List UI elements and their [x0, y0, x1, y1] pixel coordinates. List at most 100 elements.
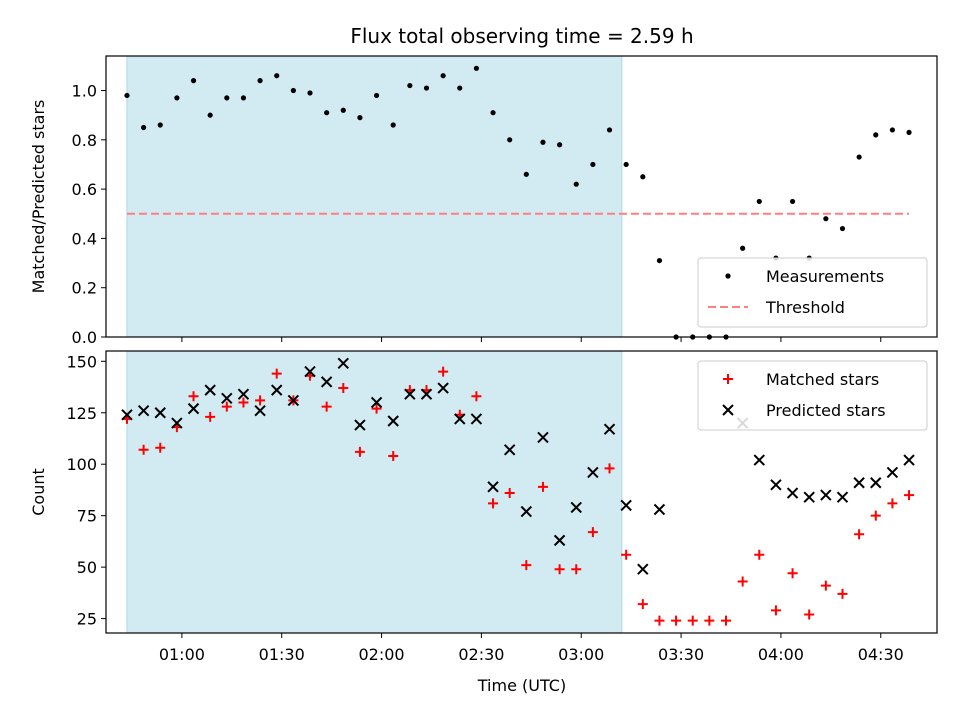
data-point	[554, 564, 565, 575]
count-axis-ticks: 25 50 75 100 125 150 01:00 01:30 02:00 02:30 03:00…	[66, 352, 903, 664]
legend-box	[697, 257, 928, 328]
data-point	[820, 489, 832, 501]
data-point	[121, 409, 133, 421]
ratio-plot-frame	[105, 55, 938, 338]
data-point	[787, 568, 798, 579]
data-point	[304, 365, 316, 378]
x-tick-label: 01:30	[259, 645, 305, 664]
y-tick-label: 150	[66, 352, 97, 371]
x-tick-label: 03:00	[558, 645, 604, 664]
data-point	[823, 216, 829, 222]
x-tick-label: 02:00	[359, 645, 405, 664]
count-legend: Matched stars Predicted stars	[697, 360, 928, 431]
data-point	[254, 404, 266, 417]
data-point	[654, 615, 665, 626]
data-point	[237, 388, 250, 400]
data-point	[573, 181, 579, 187]
data-point	[904, 490, 915, 501]
data-point	[138, 444, 149, 455]
data-point	[373, 92, 380, 99]
y-tick-label: 0.6	[72, 180, 97, 199]
data-point	[338, 383, 349, 394]
data-point	[521, 560, 532, 571]
data-point	[753, 454, 765, 466]
data-point	[640, 174, 646, 180]
data-point	[224, 95, 230, 101]
data-point	[886, 466, 899, 479]
data-point	[174, 95, 180, 101]
ratio-shaded-span	[126, 55, 623, 338]
data-point	[354, 446, 365, 457]
data-point	[473, 65, 480, 71]
data-point	[387, 415, 399, 427]
data-point	[354, 419, 366, 431]
data-point	[205, 411, 216, 422]
data-point	[271, 384, 283, 396]
data-point	[271, 368, 282, 379]
ratio-panel: 0.0 0.2 0.4 0.6 0.8 1.0 Matched/Predicted sta…	[29, 55, 938, 347]
data-point	[471, 391, 482, 402]
data-point	[207, 112, 213, 118]
data-point	[804, 609, 815, 620]
data-point	[870, 510, 881, 521]
data-point	[870, 477, 882, 489]
data-point	[740, 245, 746, 251]
x-tick-label: 01:00	[159, 645, 205, 664]
data-point	[388, 450, 399, 461]
chart-title: Flux total observing time = 2.59 h	[350, 24, 693, 48]
y-tick-label: 0.8	[72, 131, 97, 150]
data-point	[520, 505, 533, 518]
data-point	[540, 139, 546, 145]
data-point	[553, 534, 566, 547]
data-point	[653, 503, 666, 516]
y-tick-label: 75	[77, 507, 97, 526]
data-point	[770, 605, 781, 616]
y-tick-label: 0.2	[72, 279, 97, 298]
legend-label: Threshold	[765, 298, 845, 317]
y-tick-label: 125	[66, 404, 97, 423]
data-point	[155, 442, 166, 453]
x-tick-label: 04:00	[758, 645, 804, 664]
data-point	[337, 357, 349, 370]
data-point	[324, 110, 330, 116]
data-point	[357, 115, 363, 121]
data-point	[137, 404, 150, 417]
legend-marker	[725, 273, 731, 279]
data-point	[340, 107, 346, 113]
data-point	[839, 225, 846, 232]
data-point	[154, 407, 166, 419]
data-point	[786, 487, 799, 499]
data-point	[370, 396, 383, 409]
data-point	[853, 477, 865, 489]
data-point	[704, 615, 715, 626]
data-point	[487, 481, 499, 493]
data-point	[221, 401, 232, 412]
data-point	[457, 85, 463, 91]
count-shaded-span	[126, 350, 623, 634]
data-point	[906, 129, 912, 136]
data-point	[390, 122, 396, 128]
x-axis-label: Time (UTC)	[477, 676, 566, 695]
data-point	[438, 366, 449, 377]
data-point	[187, 402, 200, 415]
data-point	[537, 481, 548, 492]
data-point	[404, 388, 416, 400]
data-point	[157, 122, 163, 128]
legend-label: Predicted stars	[766, 401, 886, 420]
data-point	[371, 403, 382, 414]
data-point	[470, 413, 483, 425]
data-point	[407, 82, 413, 89]
data-point	[803, 491, 815, 503]
data-point	[687, 615, 698, 626]
data-point	[440, 73, 446, 79]
data-point	[587, 527, 598, 538]
data-point	[587, 466, 599, 479]
data-point	[437, 382, 449, 394]
data-point	[820, 580, 831, 591]
data-point	[320, 376, 333, 388]
y-tick-label: 0.4	[72, 229, 97, 248]
ratio-legend: Measurements Threshold	[697, 257, 928, 328]
data-point	[307, 90, 313, 96]
y-tick-label: 100	[66, 455, 97, 474]
